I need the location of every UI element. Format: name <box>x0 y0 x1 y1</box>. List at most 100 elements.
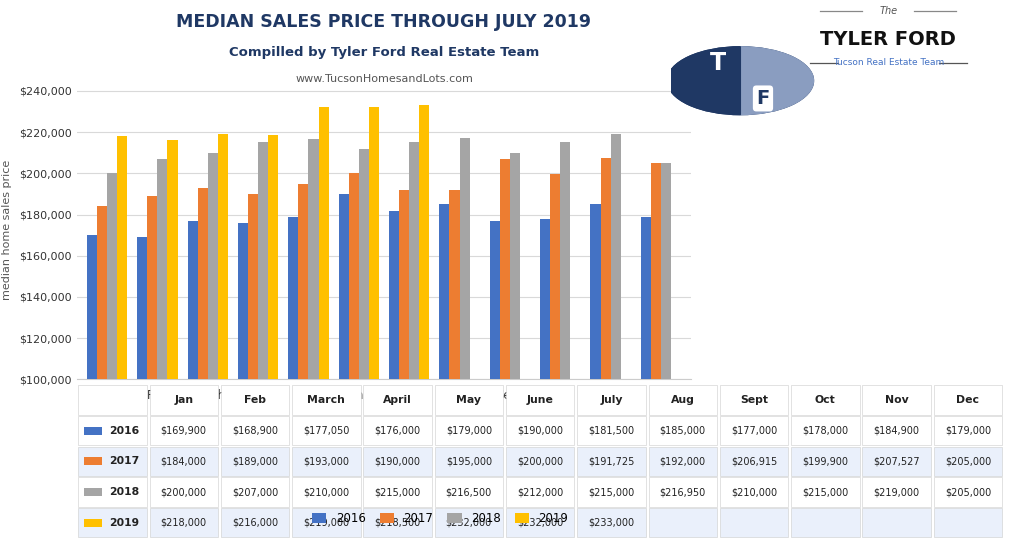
FancyBboxPatch shape <box>150 447 218 476</box>
Text: $190,000: $190,000 <box>517 426 563 436</box>
Text: $168,900: $168,900 <box>232 426 278 436</box>
FancyBboxPatch shape <box>221 447 289 476</box>
FancyBboxPatch shape <box>150 508 218 537</box>
Bar <box>600 158 610 538</box>
Bar <box>339 194 349 538</box>
FancyBboxPatch shape <box>862 385 931 415</box>
Bar <box>158 159 168 538</box>
Text: $192,000: $192,000 <box>659 456 706 466</box>
FancyBboxPatch shape <box>78 508 146 537</box>
FancyBboxPatch shape <box>221 508 289 537</box>
Bar <box>97 206 108 538</box>
FancyBboxPatch shape <box>84 519 102 527</box>
FancyBboxPatch shape <box>648 447 717 476</box>
Text: $218,000: $218,000 <box>161 518 207 528</box>
Text: The: The <box>880 6 897 16</box>
Bar <box>218 134 228 538</box>
Bar <box>439 204 450 538</box>
FancyBboxPatch shape <box>720 416 788 445</box>
Text: 2018: 2018 <box>110 487 139 497</box>
FancyBboxPatch shape <box>221 477 289 507</box>
FancyBboxPatch shape <box>292 508 360 537</box>
FancyBboxPatch shape <box>434 477 503 507</box>
Text: $218,500: $218,500 <box>375 518 421 528</box>
Bar <box>147 196 158 538</box>
Text: $195,000: $195,000 <box>445 456 492 466</box>
Text: $178,000: $178,000 <box>802 426 848 436</box>
Text: Aug: Aug <box>671 395 694 405</box>
FancyBboxPatch shape <box>364 416 432 445</box>
FancyBboxPatch shape <box>862 508 931 537</box>
FancyBboxPatch shape <box>221 385 289 415</box>
FancyBboxPatch shape <box>292 416 360 445</box>
Bar <box>268 135 279 538</box>
Text: 2016: 2016 <box>110 426 140 436</box>
FancyBboxPatch shape <box>84 488 102 496</box>
Text: $179,000: $179,000 <box>945 426 991 436</box>
FancyBboxPatch shape <box>292 477 360 507</box>
Y-axis label: median home sales price: median home sales price <box>2 160 12 300</box>
FancyBboxPatch shape <box>720 447 788 476</box>
Bar <box>187 221 198 538</box>
Bar <box>168 140 177 538</box>
FancyBboxPatch shape <box>792 477 859 507</box>
Text: $232,000: $232,000 <box>445 518 492 528</box>
FancyBboxPatch shape <box>792 447 859 476</box>
Text: T: T <box>710 51 726 75</box>
Bar <box>248 194 258 538</box>
Text: $215,000: $215,000 <box>375 487 421 497</box>
FancyBboxPatch shape <box>78 385 146 415</box>
FancyBboxPatch shape <box>862 416 931 445</box>
Text: www.TucsonHomesandLots.com: www.TucsonHomesandLots.com <box>295 74 473 84</box>
FancyBboxPatch shape <box>720 477 788 507</box>
Text: $210,000: $210,000 <box>303 487 349 497</box>
FancyBboxPatch shape <box>578 416 646 445</box>
Bar <box>349 173 358 538</box>
Bar <box>208 153 218 538</box>
FancyBboxPatch shape <box>506 477 574 507</box>
Text: $206,915: $206,915 <box>731 456 777 466</box>
FancyBboxPatch shape <box>78 477 146 507</box>
FancyBboxPatch shape <box>364 477 432 507</box>
Bar <box>318 108 329 538</box>
Text: March: March <box>307 395 345 405</box>
FancyBboxPatch shape <box>364 447 432 476</box>
Bar <box>489 221 500 538</box>
FancyBboxPatch shape <box>78 447 146 476</box>
FancyBboxPatch shape <box>434 508 503 537</box>
Text: $233,000: $233,000 <box>589 518 635 528</box>
FancyBboxPatch shape <box>934 447 1002 476</box>
FancyBboxPatch shape <box>648 416 717 445</box>
Bar <box>450 190 460 538</box>
Bar <box>651 163 660 538</box>
Text: 2019: 2019 <box>110 518 139 528</box>
FancyBboxPatch shape <box>364 385 432 415</box>
FancyBboxPatch shape <box>434 447 503 476</box>
Bar <box>399 190 410 538</box>
FancyBboxPatch shape <box>84 427 102 435</box>
FancyBboxPatch shape <box>578 447 646 476</box>
Text: $184,000: $184,000 <box>161 456 207 466</box>
FancyBboxPatch shape <box>792 508 859 537</box>
Text: F: F <box>757 89 770 108</box>
FancyBboxPatch shape <box>862 447 931 476</box>
Bar <box>117 136 127 538</box>
Bar <box>591 204 600 538</box>
Text: $205,000: $205,000 <box>945 487 991 497</box>
FancyBboxPatch shape <box>934 477 1002 507</box>
Bar <box>289 217 298 538</box>
FancyBboxPatch shape <box>78 416 146 445</box>
Text: $190,000: $190,000 <box>375 456 421 466</box>
Text: Feb: Feb <box>244 395 266 405</box>
Bar <box>389 211 399 538</box>
Bar <box>641 217 651 538</box>
Text: $181,500: $181,500 <box>589 426 635 436</box>
FancyBboxPatch shape <box>292 385 360 415</box>
Bar <box>238 223 248 538</box>
FancyBboxPatch shape <box>578 385 646 415</box>
FancyBboxPatch shape <box>434 416 503 445</box>
FancyBboxPatch shape <box>506 508 574 537</box>
Text: June: June <box>526 395 554 405</box>
Text: Oct: Oct <box>815 395 836 405</box>
Bar <box>137 237 147 538</box>
